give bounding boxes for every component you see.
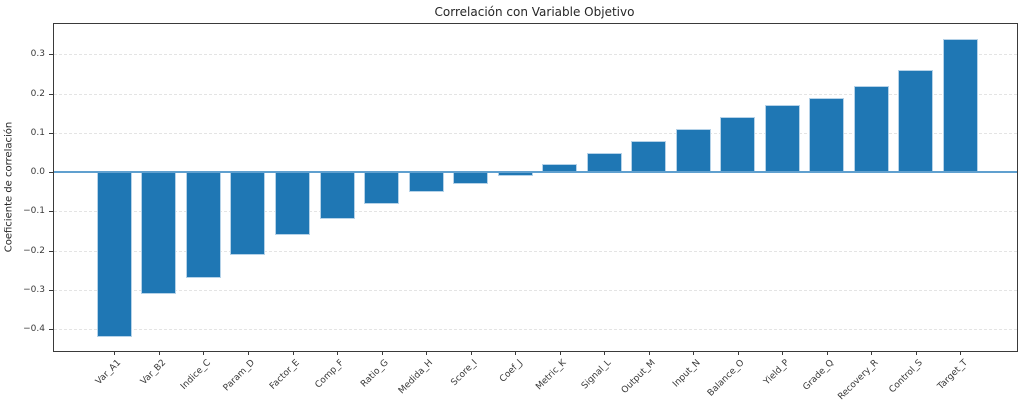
- x-tick-mark: [426, 351, 428, 355]
- y-axis-label: Coeficiente de correlación: [3, 121, 15, 253]
- x-tick-mark: [114, 351, 116, 355]
- x-tick-label-Target_T: Target_T: [935, 358, 970, 392]
- y-tick-label: 0.2: [30, 88, 45, 99]
- x-tick-mark: [515, 351, 517, 355]
- y-tick-mark: [49, 172, 53, 174]
- y-tick-label: −0.4: [23, 324, 45, 335]
- bar-Medida_H: [408, 172, 444, 192]
- bar-Indice_C: [185, 172, 221, 279]
- y-tick-label: 0.3: [30, 49, 45, 60]
- x-tick-label-Comp_F: Comp_F: [313, 358, 347, 391]
- y-tick-mark: [49, 132, 53, 134]
- x-tick-label-Yield_P: Yield_P: [762, 358, 792, 388]
- bar-Output_M: [631, 140, 667, 173]
- gridline: [54, 54, 1017, 56]
- x-tick-mark: [960, 351, 962, 355]
- x-tick-label-Metric_K: Metric_K: [534, 358, 569, 393]
- bar-Recovery_R: [853, 85, 889, 173]
- x-tick-mark: [782, 351, 784, 355]
- x-tick-mark: [871, 351, 873, 355]
- y-tick-mark: [49, 54, 53, 56]
- gridline: [54, 132, 1017, 134]
- x-tick-mark: [737, 351, 739, 355]
- x-tick-label-Input_N: Input_N: [670, 358, 703, 390]
- x-tick-label-Balance_O: Balance_O: [706, 358, 747, 399]
- x-tick-mark: [915, 351, 917, 355]
- y-tick-mark: [49, 211, 53, 213]
- bar-Param_D: [230, 172, 266, 255]
- bar-Balance_O: [720, 117, 756, 173]
- x-tick-mark: [826, 351, 828, 355]
- x-tick-label-Var_A1: Var_A1: [94, 358, 124, 388]
- y-tick-mark: [49, 329, 53, 331]
- y-tick-label: 0.1: [30, 127, 45, 138]
- gridline: [54, 290, 1017, 292]
- x-tick-mark: [604, 351, 606, 355]
- x-tick-mark: [559, 351, 561, 355]
- plot-area: 0.3 0.2 0.1 0.0 −0.1 −0.2 −0.3 −0.4 Var_A1 Var_B2…: [23, 23, 1018, 402]
- bar-Grade_Q: [809, 97, 845, 173]
- gridline: [54, 211, 1017, 213]
- bar-Target_T: [942, 38, 978, 173]
- x-tick-mark: [648, 351, 650, 355]
- x-tick-mark: [381, 351, 383, 355]
- y-tick-mark: [49, 290, 53, 292]
- x-tick-label-Score_I: Score_I: [449, 358, 480, 388]
- x-tick-label-Output_M: Output_M: [619, 358, 658, 396]
- bar-Control_S: [898, 70, 934, 173]
- x-tick-label-Recovery_R: Recovery_R: [836, 358, 881, 403]
- y-tick-label: 0.0: [30, 167, 45, 178]
- x-tick-label-Grade_Q: Grade_Q: [801, 358, 836, 393]
- x-tick-label-Signal_L: Signal_L: [579, 358, 614, 392]
- x-tick-label-Factor_E: Factor_E: [267, 358, 302, 392]
- y-tick-mark: [49, 250, 53, 252]
- x-tick-label-Indice_C: Indice_C: [178, 358, 213, 392]
- x-tick-mark: [158, 351, 160, 355]
- bar-Yield_P: [764, 105, 800, 173]
- x-tick-label-Ratio_G: Ratio_G: [359, 358, 391, 390]
- y-tick-label: −0.1: [23, 206, 45, 217]
- gridline: [54, 329, 1017, 331]
- bar-Signal_L: [586, 152, 622, 173]
- bar-Ratio_G: [364, 172, 400, 204]
- x-tick-mark: [292, 351, 294, 355]
- zero-reference-line: [54, 171, 1017, 174]
- chart-title: Correlación con Variable Objetivo: [434, 5, 635, 19]
- x-tick-label-Param_D: Param_D: [221, 358, 258, 394]
- gridline: [54, 93, 1017, 95]
- y-tick-label: −0.3: [23, 285, 45, 296]
- bar-Var_B2: [141, 172, 177, 294]
- x-tick-mark: [470, 351, 472, 355]
- bar-Factor_E: [275, 172, 311, 236]
- x-tick-mark: [247, 351, 249, 355]
- y-tick-mark: [49, 93, 53, 95]
- bar-Comp_F: [319, 172, 355, 220]
- x-tick-mark: [693, 351, 695, 355]
- y-tick-label: −0.2: [23, 245, 45, 256]
- bar-Input_N: [675, 128, 711, 173]
- bar-Score_I: [453, 172, 489, 184]
- x-tick-mark: [203, 351, 205, 355]
- x-tick-label-Var_B2: Var_B2: [138, 358, 169, 388]
- x-tick-label-Medida_H: Medida_H: [397, 358, 436, 397]
- bar-Var_A1: [96, 172, 132, 338]
- x-tick-label-Coef_J: Coef_J: [497, 358, 525, 385]
- x-tick-label-Control_S: Control_S: [887, 358, 926, 396]
- gridline: [54, 250, 1017, 252]
- x-tick-mark: [337, 351, 339, 355]
